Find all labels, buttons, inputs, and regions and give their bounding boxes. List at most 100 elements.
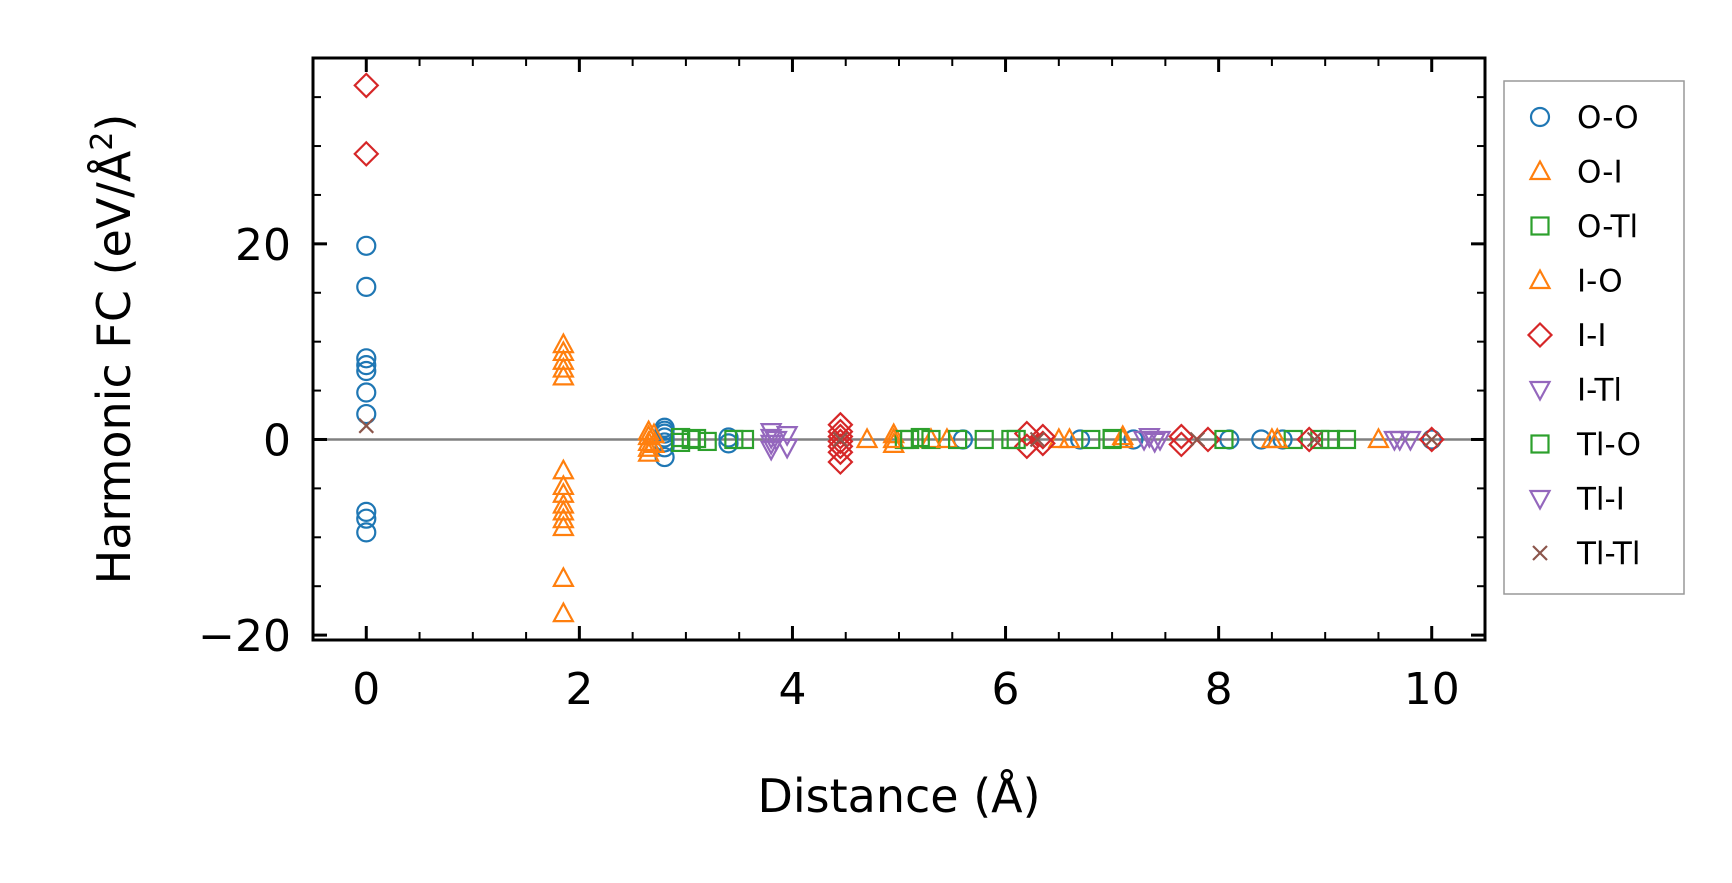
x-tick-label: 8 (1205, 664, 1233, 715)
legend-label: O-I (1577, 155, 1623, 191)
data-point (1070, 429, 1091, 450)
data-point (1320, 429, 1341, 450)
legend-marker (1529, 106, 1551, 128)
data-point (353, 140, 380, 167)
data-point (1111, 424, 1135, 446)
data-point (356, 360, 377, 382)
data-point (681, 429, 701, 450)
data-point (642, 422, 666, 444)
x-tick-label: 10 (1404, 664, 1460, 715)
y-axis-label-sup: 2 (85, 132, 120, 151)
ticks (312, 58, 1486, 640)
y-tick-label: −20 (198, 611, 291, 662)
data-point (1418, 426, 1445, 453)
data-point (552, 515, 575, 537)
x-axis-label: Distance (Å) (757, 769, 1040, 823)
y-tick-labels: −20 0 20 (198, 220, 291, 662)
data-point (552, 364, 575, 386)
y-axis-label: Harmonic FC (eV/Å2) (85, 114, 141, 585)
data-point (358, 418, 375, 434)
data-points (353, 72, 1445, 623)
data-point (1143, 432, 1167, 454)
data-point (827, 418, 854, 445)
y-tick-label: 0 (263, 415, 291, 466)
data-point (1306, 431, 1323, 448)
legend-item: O-O (1529, 100, 1639, 136)
data-point (356, 522, 377, 543)
data-point (775, 438, 799, 460)
legend-item: I-O (1528, 264, 1623, 300)
data-point (1310, 429, 1330, 450)
plot-frame (311, 56, 1487, 642)
data-point (1421, 429, 1442, 450)
data-point (1102, 428, 1122, 449)
x-tick-label: 2 (565, 664, 593, 715)
data-point (882, 427, 906, 449)
data-point (1168, 431, 1195, 458)
data-point (827, 433, 854, 460)
legend-item: O-I (1528, 155, 1623, 191)
data-point (1367, 427, 1390, 449)
data-point (759, 434, 783, 456)
data-point (1001, 429, 1021, 450)
data-point (1272, 429, 1293, 450)
series-Tl-O (681, 428, 1341, 450)
data-point (353, 72, 380, 99)
data-point (1138, 427, 1161, 449)
data-point (827, 428, 854, 455)
legend-label: O-Tl (1577, 209, 1638, 245)
data-point (974, 429, 994, 450)
legend-marker (1532, 545, 1548, 561)
legend-label: I-Tl (1577, 373, 1622, 409)
data-point (1189, 431, 1206, 448)
data-point (356, 355, 377, 376)
legend-box (1503, 80, 1685, 595)
data-point (827, 448, 854, 476)
legend-item: O-Tl (1530, 209, 1638, 245)
data-point (1058, 427, 1081, 449)
data-point (1029, 423, 1056, 450)
series-Tl-I (765, 427, 1412, 454)
data-point (765, 430, 788, 452)
data-point (935, 427, 959, 449)
data-point (1081, 429, 1101, 450)
data-point (900, 429, 920, 450)
data-point (921, 429, 941, 450)
legend-item: I-Tl (1528, 373, 1622, 409)
data-point (855, 427, 879, 449)
data-point (882, 422, 906, 444)
data-point (832, 431, 849, 448)
data-point (910, 427, 930, 448)
legend-item: I-I (1526, 318, 1606, 354)
data-point (552, 492, 575, 514)
data-point (356, 382, 377, 403)
x-tick-label: 0 (352, 664, 380, 715)
data-point (642, 432, 666, 453)
data-point (1283, 429, 1303, 450)
data-point (552, 566, 575, 587)
legend: O-O O-I O-Tl I-O I-I I-Tl Tl-O Tl-I Tl-Tl (1526, 100, 1641, 572)
legend-marker (1528, 489, 1552, 511)
y-tick-label: 20 (235, 220, 291, 271)
data-point (734, 429, 755, 450)
data-point (827, 439, 854, 466)
legend-label: Tl-I (1576, 482, 1625, 518)
legend-marker (1528, 268, 1552, 290)
data-point (1214, 429, 1234, 450)
legend-label: I-O (1577, 264, 1623, 300)
data-point (1251, 429, 1272, 450)
legend-marker (1530, 216, 1550, 236)
data-point (1168, 423, 1195, 450)
x-tick-label: 6 (992, 664, 1020, 715)
legend-item: Tl-O (1530, 427, 1641, 463)
data-point (552, 601, 575, 623)
legend-marker (1526, 321, 1554, 349)
data-point (1148, 430, 1172, 452)
data-point (1388, 430, 1412, 452)
y-axis-label-main: Harmonic FC (eV/Å (87, 150, 141, 584)
legend-item: Tl-Tl (1532, 536, 1640, 572)
series-Tl-Tl (358, 418, 1440, 448)
data-point (882, 432, 906, 453)
legend-label: Tl-O (1576, 427, 1641, 463)
